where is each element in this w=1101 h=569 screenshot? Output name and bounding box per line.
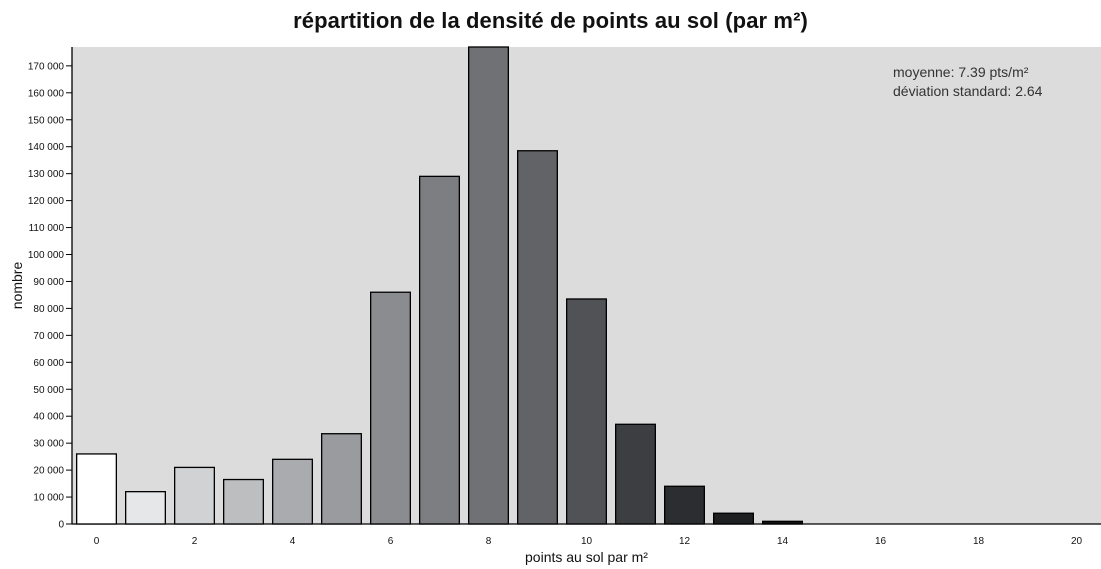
y-tick-label: 110 000 — [29, 223, 65, 234]
y-tick-label: 130 000 — [28, 169, 65, 180]
x-tick-label: 6 — [388, 536, 394, 547]
x-tick-label: 2 — [192, 536, 198, 547]
annotation-mean: moyenne: 7.39 pts/m² — [893, 64, 1029, 80]
y-tick-label: 140 000 — [28, 142, 65, 153]
y-tick-label: 0 — [58, 520, 64, 531]
bar-13 — [713, 512, 754, 525]
x-tick-label: 8 — [486, 536, 492, 547]
chart-title: répartition de la densité de points au s… — [293, 8, 808, 33]
bar-14 — [762, 520, 803, 525]
x-tick-label: 10 — [581, 536, 593, 547]
y-tick-label: 60 000 — [33, 358, 64, 369]
bar-9 — [517, 150, 558, 525]
y-tick-label: 20 000 — [33, 466, 64, 477]
bar-10 — [566, 298, 607, 525]
y-tick-label: 80 000 — [33, 304, 64, 315]
bar-11 — [615, 423, 656, 525]
y-tick-label: 160 000 — [28, 88, 65, 99]
x-tick-label: 0 — [94, 536, 100, 547]
y-tick-label: 40 000 — [33, 412, 64, 423]
y-tick-label: 50 000 — [33, 385, 64, 396]
y-tick-label: 100 000 — [28, 250, 65, 261]
bar-5 — [321, 433, 362, 525]
annotation-standard-deviation: déviation standard: 2.64 — [893, 83, 1043, 99]
bar-3 — [223, 478, 264, 525]
y-tick-label: 10 000 — [33, 493, 64, 504]
y-tick-label: 170 000 — [28, 61, 65, 72]
x-tick-label: 4 — [290, 536, 296, 547]
y-tick-label: 90 000 — [33, 277, 64, 288]
x-axis: 0 2 4 6 8 10 12 14 16 18 20 — [72, 523, 1101, 547]
bar-6 — [370, 291, 411, 525]
bar-4 — [272, 458, 313, 525]
y-axis-title: nombre — [9, 262, 25, 310]
x-tick-label: 14 — [777, 536, 789, 547]
y-axis: 0 10 000 20 000 30 000 40 000 50 000 60 000 70 … — [28, 47, 73, 531]
bar-2 — [174, 466, 215, 525]
y-tick-label: 150 000 — [28, 115, 65, 126]
y-tick-label: 30 000 — [33, 439, 64, 450]
bars — [76, 46, 803, 525]
bar-8 — [468, 46, 509, 525]
bar-12 — [664, 485, 705, 525]
x-tick-label: 20 — [1071, 536, 1083, 547]
bar-7 — [419, 175, 460, 525]
bar-1 — [125, 491, 166, 525]
x-tick-label: 18 — [973, 536, 985, 547]
x-tick-label: 16 — [875, 536, 887, 547]
y-tick-label: 70 000 — [33, 331, 64, 342]
x-tick-label: 12 — [679, 536, 691, 547]
bar-0 — [76, 453, 117, 525]
x-axis-title: points au sol par m² — [525, 549, 648, 565]
y-tick-label: 120 000 — [28, 196, 65, 207]
